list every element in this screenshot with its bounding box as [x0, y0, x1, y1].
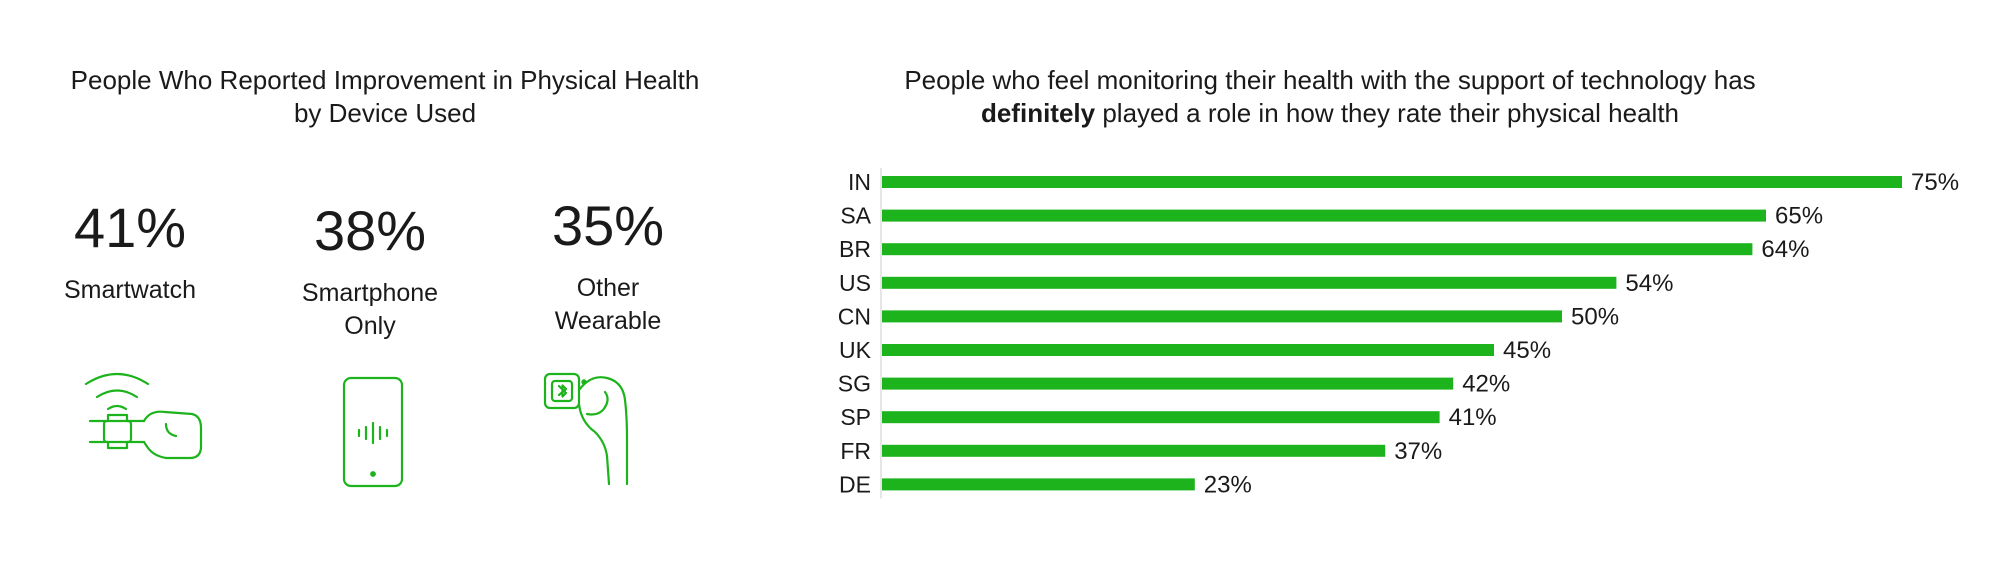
value-label: 54% — [1625, 270, 1673, 297]
right-chart-title: People who feel monitoring their health … — [900, 64, 1760, 130]
device-stat-smartphone: 38% Smartphone Only — [280, 199, 460, 343]
category-label: SP — [840, 404, 871, 430]
device-label: Smartwatch — [40, 274, 220, 307]
category-label: SG — [838, 371, 871, 397]
device-label-line: Smartwatch — [64, 276, 196, 304]
device-label-line: Smartphone — [301, 279, 439, 307]
value-label: 42% — [1462, 371, 1510, 398]
category-label: FR — [840, 438, 871, 464]
value-label: 50% — [1571, 303, 1619, 330]
category-label: IN — [848, 169, 871, 195]
device-label-line: Wearable — [554, 307, 662, 335]
right-title-line1: People who feel monitoring their health … — [904, 65, 1756, 95]
device-percent: 41% — [73, 196, 187, 259]
right-title-line2: definitely played a role in how they rat… — [900, 97, 1760, 130]
bar-in — [882, 176, 1902, 188]
device-label-line: Other — [576, 274, 640, 302]
value-label: 41% — [1449, 404, 1497, 431]
bar-de — [882, 478, 1195, 491]
bar-sp — [882, 411, 1440, 424]
category-label: BR — [839, 236, 871, 262]
device-percent: 35% — [551, 194, 665, 257]
bar-fr — [882, 444, 1386, 457]
category-label: SA — [840, 203, 871, 229]
device-label: Other Wearable — [518, 272, 698, 338]
right-title-bold: definitely — [980, 98, 1096, 128]
value-label: 65% — [1775, 203, 1823, 230]
right-title-rest: played a role in how they rate their phy… — [1095, 98, 1680, 128]
category-label: US — [839, 270, 871, 296]
device-percent: 38% — [313, 199, 427, 262]
wearable-ring-icon — [543, 370, 653, 493]
bar-us — [882, 276, 1617, 289]
value-label: 75% — [1911, 169, 1959, 196]
left-title-line1: People Who Reported Improvement in Physi… — [70, 65, 700, 95]
value-label: 64% — [1761, 236, 1809, 263]
bar-cn — [882, 310, 1562, 323]
category-label: CN — [838, 303, 871, 329]
device-stat-smartwatch: 41% Smartwatch — [40, 196, 220, 307]
bar-br — [882, 243, 1753, 256]
category-label: UK — [839, 337, 872, 363]
country-bar-chart: IN 75% SA 65% BR 64% US 54% CN 50% UK 45% SG 42% SP 41%… — [838, 168, 1959, 499]
value-label: 45% — [1503, 337, 1551, 364]
smartwatch-icon — [80, 368, 210, 488]
device-label: Smartphone Only — [280, 277, 460, 343]
device-label-line: Only — [344, 312, 396, 340]
bar-uk — [882, 344, 1494, 356]
left-title-line2: by Device Used — [293, 98, 477, 128]
bar-sa — [882, 209, 1766, 222]
bar-sg — [882, 377, 1454, 390]
value-label: 37% — [1394, 438, 1442, 465]
left-chart-title: People Who Reported Improvement in Physi… — [40, 64, 730, 130]
category-label: DE — [839, 471, 871, 497]
smartphone-icon — [342, 376, 404, 493]
device-stat-other-wearable: 35% Other Wearable — [518, 194, 698, 338]
value-label: 23% — [1204, 471, 1252, 498]
